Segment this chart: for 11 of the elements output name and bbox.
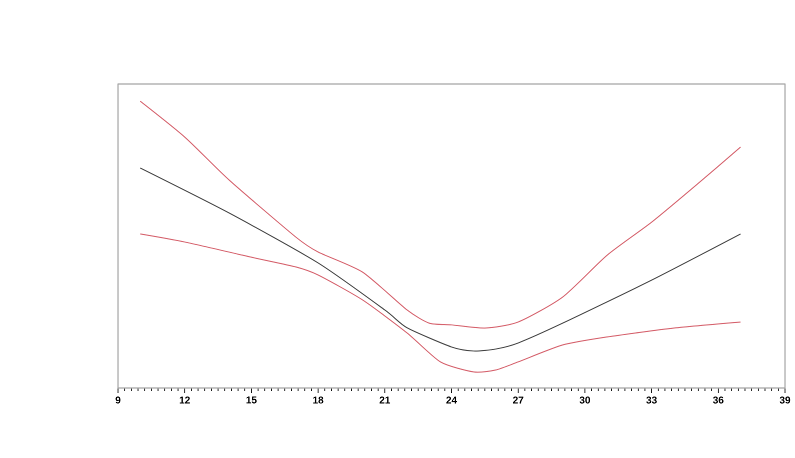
x-tick-label: 36 xyxy=(713,396,724,404)
x-tick-label: 33 xyxy=(646,396,657,404)
x-tick-label: 9 xyxy=(116,396,120,404)
x-tick-label: 39 xyxy=(780,396,790,404)
x-tick-label: 30 xyxy=(580,396,590,404)
x-tick-label: 24 xyxy=(446,396,457,404)
x-tick-label: 21 xyxy=(380,396,390,404)
x-tick-label: 27 xyxy=(513,396,524,404)
x-tick-label: 18 xyxy=(313,396,324,404)
x-tick-label: 15 xyxy=(246,396,257,404)
x-tick-label: 12 xyxy=(180,396,190,404)
